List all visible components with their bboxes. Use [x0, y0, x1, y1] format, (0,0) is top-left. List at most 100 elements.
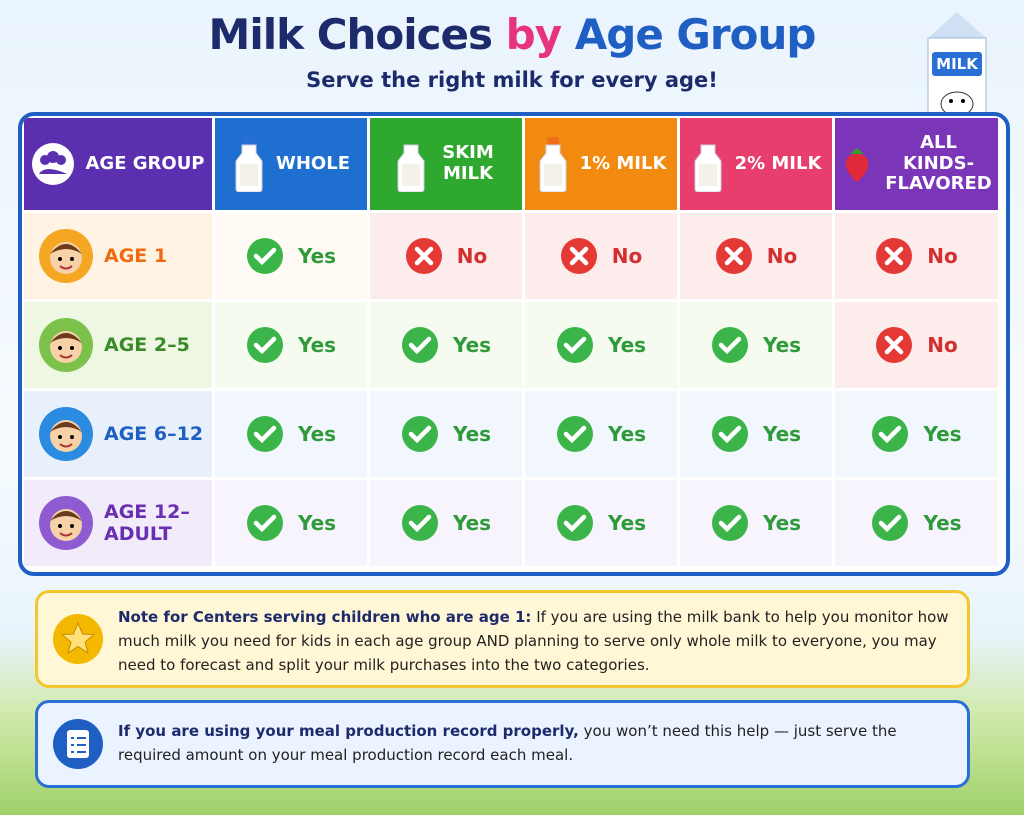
cell-text: No [456, 244, 488, 268]
cell: No [835, 213, 998, 299]
cell-text: Yes [607, 511, 647, 535]
cell-text: No [611, 244, 643, 268]
cell: Yes [680, 391, 832, 477]
avatar-icon [39, 407, 93, 461]
group-icon [32, 143, 75, 185]
check-icon [246, 327, 283, 363]
cell-text: Yes [297, 244, 337, 268]
cell: Yes [525, 302, 677, 388]
clipboard-icon [53, 719, 103, 769]
check-icon [872, 505, 909, 541]
column-label: SKIM MILK [442, 142, 494, 184]
column-header: 1% MILK [525, 118, 677, 210]
check-icon [711, 416, 748, 452]
avatar-icon [39, 496, 93, 550]
cell-text: Yes [607, 333, 647, 357]
check-icon [711, 327, 748, 363]
check-icon [556, 505, 593, 541]
column-header: ALL KINDS-FLAVORED [835, 118, 998, 210]
cell: Yes [525, 391, 677, 477]
cell: Yes [525, 480, 677, 566]
column-label: AGE GROUP [85, 152, 205, 174]
note-box: Note for Centers serving children who ar… [35, 590, 970, 688]
note-bold: If you are using your meal production re… [118, 722, 579, 740]
row-label-text: AGE 1 [104, 245, 168, 267]
cell: Yes [370, 391, 522, 477]
cell: Yes [215, 391, 367, 477]
cell-text: Yes [452, 422, 492, 446]
row-label: AGE 6–12 [24, 391, 212, 477]
cell-text: No [766, 244, 798, 268]
cell: Yes [215, 480, 367, 566]
column-label: 2% MILK [734, 152, 822, 174]
x-icon [560, 238, 597, 274]
note-text: If you are using the milk bank to help y… [118, 608, 949, 674]
cell-text: Yes [923, 511, 962, 535]
cell: Yes [370, 302, 522, 388]
column-header: WHOLE [215, 118, 367, 210]
x-icon [876, 238, 913, 274]
cell: Yes [680, 480, 832, 566]
note-bold: Note for Centers serving children who ar… [118, 608, 532, 626]
cell: Yes [835, 391, 998, 477]
cell: No [835, 302, 998, 388]
bottle-icon [539, 137, 567, 192]
cell-text: No [927, 333, 958, 357]
check-icon [711, 505, 748, 541]
column-header: 2% MILK [680, 118, 832, 210]
column-label: ALL KINDS-FLAVORED [885, 131, 992, 195]
cell-text: Yes [452, 333, 492, 357]
bottle-icon [694, 137, 722, 192]
cell-text: Yes [762, 422, 802, 446]
check-icon [246, 238, 283, 274]
check-icon [556, 327, 593, 363]
strawberry-icon [845, 148, 868, 182]
column-label: 1% MILK [579, 152, 667, 174]
cell: Yes [680, 302, 832, 388]
title-part: Milk Choices [208, 10, 493, 59]
note-text: you won’t need this help — just serve th… [118, 722, 897, 764]
avatar-icon [39, 318, 93, 372]
column-header: AGE GROUP [24, 118, 212, 210]
check-icon [401, 327, 438, 363]
cell: No [525, 213, 677, 299]
title: Milk Choices by Age Group [0, 10, 1024, 59]
title-part: Age Group [574, 10, 817, 59]
cell-text: Yes [297, 422, 337, 446]
subtitle: Serve the right milk for every age! [306, 68, 718, 92]
title-part: by [505, 10, 562, 59]
cell-text: Yes [297, 333, 337, 357]
check-icon [556, 416, 593, 452]
row-label-text: AGE 12–ADULT [104, 501, 190, 545]
row-label: AGE 12–ADULT [24, 480, 212, 566]
cell-text: No [927, 244, 958, 268]
column-header: SKIM MILK [370, 118, 522, 210]
row-label-text: AGE 2–5 [104, 334, 190, 356]
star-icon [53, 614, 103, 664]
cell-text: Yes [452, 511, 492, 535]
cell: Yes [215, 302, 367, 388]
x-icon [405, 238, 442, 274]
bottle-icon [397, 137, 425, 192]
column-label: WHOLE [276, 152, 350, 174]
cell-text: Yes [762, 511, 802, 535]
row-label: AGE 1 [24, 213, 212, 299]
cell: Yes [835, 480, 998, 566]
check-icon [246, 416, 283, 452]
cell-text: Yes [923, 422, 962, 446]
bottle-icon [235, 137, 263, 192]
cell-text: Yes [297, 511, 337, 535]
cell: Yes [215, 213, 367, 299]
cell-text: Yes [762, 333, 802, 357]
row-label-text: AGE 6–12 [104, 423, 204, 445]
check-icon [401, 416, 438, 452]
note-box: If you are using your meal production re… [35, 700, 970, 788]
check-icon [872, 416, 909, 452]
cell-text: Yes [607, 422, 647, 446]
x-icon [876, 327, 913, 363]
cell: No [370, 213, 522, 299]
cell: Yes [370, 480, 522, 566]
avatar-icon [39, 229, 93, 283]
x-icon [715, 238, 752, 274]
